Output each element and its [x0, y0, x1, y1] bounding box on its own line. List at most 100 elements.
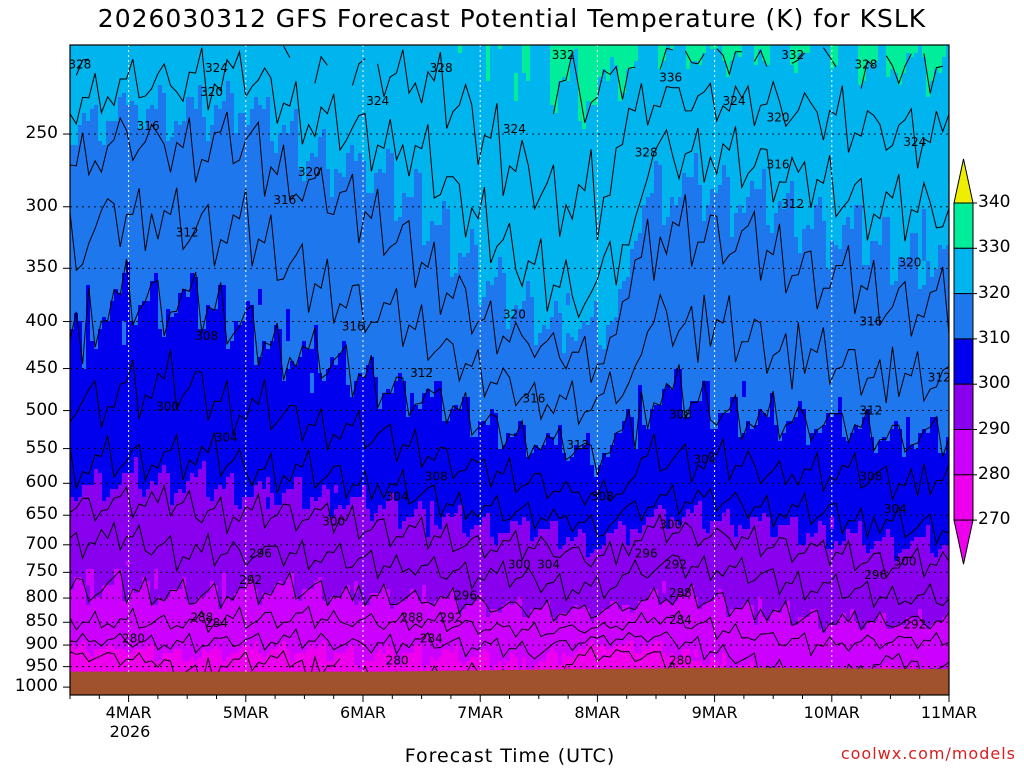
contour-label: 320: [200, 85, 223, 99]
contour-label: 292: [439, 611, 462, 625]
colorbar-band-300: [954, 339, 973, 384]
colorbar-tick-label: 280: [978, 464, 1010, 484]
colorbar-tick-label: 310: [978, 328, 1010, 348]
contour-label: 308: [859, 470, 882, 484]
colorbar-band-310: [954, 294, 973, 339]
colorbar-tick-label: 270: [978, 509, 1010, 529]
colorbar-tick-label: 340: [978, 192, 1010, 212]
x-tick-label: 6MAR: [323, 703, 403, 722]
y-tick-label: 350: [6, 257, 58, 277]
contour-label: 304: [215, 431, 238, 445]
contour-label: 320: [767, 111, 790, 125]
colorbar-bottom-arrow: [954, 520, 973, 564]
contour-label: 336: [659, 71, 682, 85]
credit-link[interactable]: coolwx.com/models: [841, 744, 1016, 763]
contour-label: 316: [859, 315, 882, 329]
contour-label: 292: [664, 557, 687, 571]
contour-label: 312: [928, 370, 951, 384]
colorbar-top-arrow: [954, 159, 973, 203]
y-tick-label: 900: [6, 634, 58, 654]
contour-label: 284: [420, 631, 443, 645]
y-tick-label: 450: [6, 358, 58, 378]
contour-label: 280: [122, 631, 145, 645]
contour-label: 324: [903, 135, 926, 149]
x-tick-label: 7MAR: [440, 703, 520, 722]
contour-label: 288: [669, 586, 692, 600]
contour-label: 308: [425, 470, 448, 484]
y-tick-label: 1000: [6, 676, 58, 696]
contour-label: 316: [137, 119, 160, 133]
y-tick-label: 500: [6, 400, 58, 420]
colorbar-band-320: [954, 248, 973, 293]
contour-label: 304: [537, 557, 560, 571]
contour-label: 312: [859, 404, 882, 418]
contour-label: 324: [723, 94, 746, 108]
contour-label: 292: [903, 618, 926, 632]
colorbar-tick-label: 320: [978, 283, 1010, 303]
contour-label: 312: [410, 366, 433, 380]
contour-label: 328: [68, 57, 91, 71]
contour-label: 316: [342, 319, 365, 333]
x-tick-label: 10MAR: [792, 703, 872, 722]
y-tick-label: 800: [6, 587, 58, 607]
contour-label: 300: [508, 557, 531, 571]
y-tick-label: 650: [6, 504, 58, 524]
colorbar-band-290: [954, 384, 973, 429]
contour-label: 300: [894, 555, 917, 569]
contour-label: 320: [503, 307, 526, 321]
y-tick-label: 750: [6, 561, 58, 581]
colorbar-tick-label: 330: [978, 237, 1010, 257]
y-tick-label: 700: [6, 534, 58, 554]
contour-label: 296: [635, 546, 658, 560]
contour-label: 332: [781, 48, 804, 62]
y-tick-label: 850: [6, 611, 58, 631]
contour-label: 304: [884, 502, 907, 516]
contour-label: 300: [659, 517, 682, 531]
ground-surface: [70, 668, 949, 695]
colorbar-tick-label: 300: [978, 373, 1010, 393]
contour-label: 284: [205, 616, 228, 630]
contour-label: 300: [156, 400, 179, 414]
contour-label: 300: [322, 514, 345, 528]
contour-label: 304: [693, 452, 716, 466]
contour-label: 332: [552, 48, 575, 62]
contour-label: 288: [400, 611, 423, 625]
contour-label: 312: [781, 197, 804, 211]
ground-mask: [70, 668, 949, 695]
contour-label: 308: [669, 408, 692, 422]
contour-label: 328: [855, 57, 878, 71]
colorbar-tick-label: 290: [978, 419, 1010, 439]
x-tick-label: 11MAR: [909, 703, 989, 722]
contour-label: 320: [898, 256, 921, 270]
contour-label: 296: [864, 568, 887, 582]
x-tick-year: 2026: [90, 722, 170, 741]
contour-label: 320: [298, 165, 321, 179]
contour-label: 328: [635, 146, 658, 160]
contour-label: 324: [366, 94, 389, 108]
y-tick-label: 250: [6, 123, 58, 143]
y-tick-label: 550: [6, 438, 58, 458]
x-tick-label: 4MAR: [89, 703, 169, 722]
contour-label: 292: [239, 573, 262, 587]
contour-label: 324: [205, 61, 228, 75]
contour-label: 316: [273, 193, 296, 207]
contour-label: 284: [669, 613, 692, 627]
x-tick-label: 5MAR: [206, 703, 286, 722]
x-tick-label: 9MAR: [675, 703, 755, 722]
y-tick-label: 300: [6, 196, 58, 216]
colorbar-band-330: [954, 203, 973, 248]
contour-label: 308: [591, 489, 614, 503]
colorbar-band-270: [954, 475, 973, 520]
colorbar: [954, 159, 977, 564]
contour-label: 280: [386, 653, 409, 667]
y-tick-label: 950: [6, 656, 58, 676]
theta-field: [70, 45, 951, 698]
contour-label: 280: [669, 653, 692, 667]
contour-label: 296: [249, 546, 272, 560]
contour-label: 316: [522, 391, 545, 405]
y-tick-label: 600: [6, 472, 58, 492]
contour-label: 304: [386, 489, 409, 503]
y-tick-label: 400: [6, 311, 58, 331]
x-tick-label: 8MAR: [557, 703, 637, 722]
